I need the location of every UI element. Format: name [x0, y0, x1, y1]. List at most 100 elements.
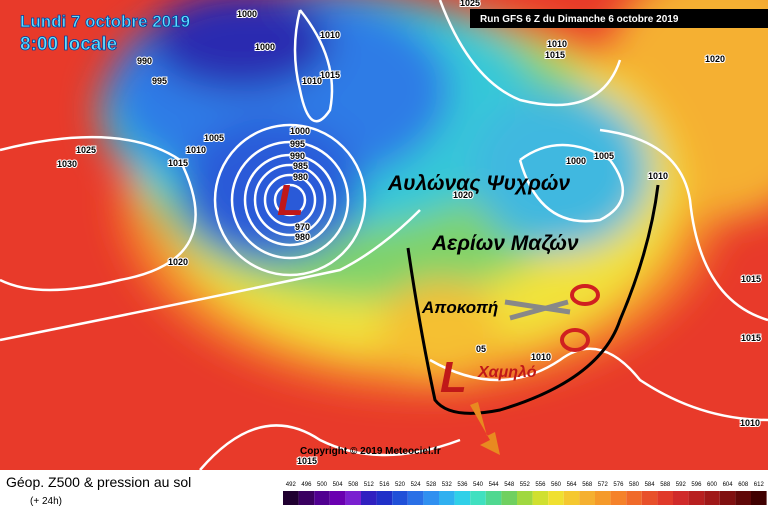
isobar-label: 995: [290, 139, 305, 149]
isobar-label: 980: [295, 232, 310, 242]
scale-label: 512: [364, 482, 375, 488]
scale-label: 496: [301, 482, 312, 488]
isobar-label: 1005: [204, 133, 224, 143]
isobar-label: 1025: [460, 0, 480, 8]
scale-swatch: [735, 491, 751, 505]
scale-label: 560: [551, 482, 562, 488]
scale-label: 612: [754, 482, 765, 488]
scale-label: 536: [457, 482, 468, 488]
scale-label: 504: [333, 482, 344, 488]
low-marker: L: [277, 176, 304, 225]
isobar-label: 1020: [168, 257, 188, 267]
scale-swatch: [641, 491, 658, 505]
annotation: Αερίων Μαζών: [431, 232, 579, 255]
isobars: [0, 0, 768, 422]
isobar-label: 1010: [547, 39, 567, 49]
low-marker: L: [440, 353, 467, 402]
scale-label: 548: [504, 482, 515, 488]
scale-label: 592: [676, 482, 687, 488]
scale-label: 572: [598, 482, 609, 488]
scale-swatch: [719, 491, 736, 505]
scale-swatch: [532, 491, 549, 505]
isobar-label: 1010: [740, 418, 760, 428]
isobar-label: 1000: [237, 9, 257, 19]
scale-label: 544: [489, 482, 500, 488]
scale-label: 576: [613, 482, 624, 488]
scale-swatch: [470, 491, 486, 505]
isobar-label: 1010: [648, 171, 668, 181]
isobar-label: 970: [295, 222, 310, 232]
scale-swatch: [657, 491, 673, 505]
scale-swatch: [485, 491, 502, 505]
isobar-label: 1015: [741, 274, 761, 284]
isobar-label: 985: [293, 161, 308, 171]
scale-swatch: [704, 491, 720, 505]
isobar-label: 1000: [566, 156, 586, 166]
scale-swatch: [688, 491, 705, 505]
copyright: Copyright © 2019 Meteociel.fr: [300, 446, 441, 457]
scale-swatch: [392, 491, 408, 505]
isobar-label: 1020: [705, 54, 725, 64]
isobar-label: 1015: [297, 456, 317, 466]
isobar-label: 1005: [594, 151, 614, 161]
arrow-icon: [470, 402, 500, 455]
scale-label: 520: [395, 482, 406, 488]
scale-label: 564: [567, 482, 578, 488]
isobar-label: 1000: [255, 42, 275, 52]
isobar-label: 1030: [57, 159, 77, 169]
trough-lines: [406, 184, 660, 415]
scale-swatch: [423, 491, 439, 505]
annotation: Αποκοπή: [421, 298, 498, 317]
scale-swatch: [595, 491, 611, 505]
scale-swatch: [610, 491, 627, 505]
scale-swatch: [751, 491, 767, 505]
isobar-label: 1000: [290, 126, 310, 136]
isobar-label: 1015: [545, 50, 565, 60]
scale-swatch: [314, 491, 330, 505]
isobar-label: 1010: [531, 352, 551, 362]
scale-label: 524: [411, 482, 422, 488]
scale-swatch: [407, 491, 424, 505]
scale-swatch: [626, 491, 642, 505]
isobar-label: 1020: [453, 190, 473, 200]
isobar-label: 995: [152, 76, 167, 86]
isobar-label: 990: [137, 56, 152, 66]
scale-label: 552: [520, 482, 531, 488]
scale-swatch: [361, 491, 377, 505]
scale-swatch: [329, 491, 346, 505]
scale-swatch: [579, 491, 595, 505]
scissors-icon: [504, 284, 600, 352]
time: 8:00 locale: [20, 34, 117, 55]
scale-swatch: [517, 491, 533, 505]
isobar-label: 1015: [320, 70, 340, 80]
run-banner: [470, 9, 768, 28]
scale-swatch: [548, 491, 564, 505]
footer-title: Géop. Z500 & pression au sol: [6, 474, 191, 490]
scale-label: 516: [379, 482, 390, 488]
isobar-label: 1010: [186, 145, 206, 155]
scale-label: 528: [426, 482, 437, 488]
isobar-label: 990: [290, 151, 305, 161]
scale-swatch: [439, 491, 455, 505]
annotation: Χαμηλό: [477, 364, 537, 381]
scale-label: 580: [629, 482, 640, 488]
scale-swatch: [376, 491, 393, 505]
scale-swatch: [454, 491, 471, 505]
scale-label: 600: [707, 482, 718, 488]
scale-label: 556: [535, 482, 546, 488]
scale-label: 508: [348, 482, 359, 488]
scale-swatch: [501, 491, 517, 505]
date: Lundi 7 octobre 2019: [20, 12, 190, 31]
scale-label: 500: [317, 482, 328, 488]
scale-swatch: [673, 491, 689, 505]
isobar-label: 1010: [302, 76, 322, 86]
scale-swatch: [298, 491, 315, 505]
scale-swatch: [345, 491, 361, 505]
isobar-label: 05: [476, 344, 486, 354]
scale-label: 596: [691, 482, 702, 488]
scale-label: 608: [738, 482, 749, 488]
scale-label: 540: [473, 482, 484, 488]
isobar-label: 1015: [741, 333, 761, 343]
scale-label: 588: [660, 482, 671, 488]
